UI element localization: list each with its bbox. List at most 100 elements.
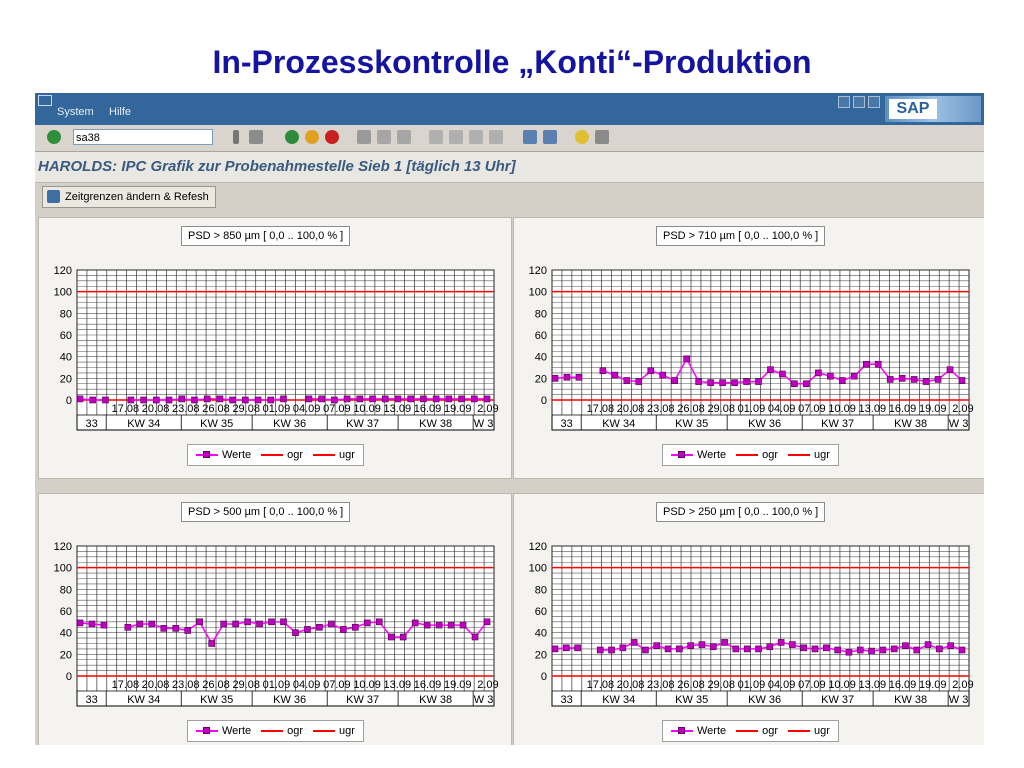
data-point — [850, 372, 858, 380]
data-point — [653, 642, 661, 649]
create-session-icon[interactable] — [523, 130, 537, 144]
last-page-icon[interactable] — [489, 130, 503, 144]
legend-werte-symbol — [671, 727, 693, 735]
x-date-label: 2.09 — [952, 679, 973, 691]
first-page-icon[interactable] — [429, 130, 443, 144]
data-point — [76, 619, 84, 627]
x-date-label: 19.09 — [919, 403, 947, 415]
data-point — [779, 370, 786, 378]
legend-ogr-label: ogr — [287, 449, 304, 461]
data-point — [575, 373, 583, 381]
minimize-icon[interactable] — [838, 96, 850, 108]
data-point — [856, 646, 864, 654]
find-icon[interactable] — [377, 130, 391, 144]
data-point — [874, 360, 882, 368]
x-date-label: 04.09 — [768, 403, 796, 415]
data-point — [208, 640, 215, 647]
data-point — [868, 647, 875, 655]
x-date-label: 19.09 — [444, 403, 472, 415]
data-point — [676, 645, 683, 653]
cancel-icon[interactable] — [325, 130, 339, 144]
save-icon[interactable] — [249, 130, 263, 144]
x-date-label: 13.09 — [384, 679, 412, 691]
legend-ogr-symbol — [736, 730, 759, 733]
refresh-button[interactable]: Zeitgrenzen ändern & Refesh — [42, 186, 216, 208]
enter-check-icon[interactable] — [47, 130, 61, 144]
data-point — [196, 618, 204, 626]
data-point — [102, 396, 109, 404]
shortcut-icon[interactable] — [543, 130, 557, 144]
x-date-label: 29.08 — [707, 403, 735, 415]
data-point — [599, 367, 607, 375]
y-tick-label: 20 — [535, 649, 547, 661]
find-next-icon[interactable] — [397, 130, 411, 144]
x-date-label: 29.08 — [707, 679, 735, 691]
legend-ogr-label: ogr — [762, 449, 779, 461]
print-icon[interactable] — [357, 130, 371, 144]
data-point — [551, 375, 559, 382]
exit-icon[interactable] — [305, 130, 319, 144]
legend-ugr-label: ugr — [339, 725, 355, 737]
maximize-icon[interactable] — [853, 96, 865, 108]
data-point — [483, 618, 491, 626]
menu-hilfe[interactable]: Hilfe — [109, 106, 132, 118]
x-date-label: 01.09 — [263, 679, 291, 691]
data-point — [910, 376, 918, 383]
close-icon[interactable] — [868, 96, 880, 108]
window-system-icon[interactable] — [38, 95, 52, 106]
data-point — [89, 396, 97, 404]
data-point — [683, 355, 690, 363]
data-point — [743, 378, 750, 385]
back-arrow-icon[interactable] — [233, 130, 239, 144]
data-point — [823, 644, 830, 652]
data-point — [316, 623, 323, 631]
x-date-label: 26.08 — [677, 403, 705, 415]
legend-werte-symbol — [196, 727, 218, 735]
data-point — [254, 396, 262, 404]
data-point — [191, 396, 198, 404]
y-tick-label: 80 — [60, 584, 72, 596]
x-week-label: KW 38 — [894, 418, 927, 430]
data-point — [719, 379, 726, 386]
legend-ugr-symbol — [313, 454, 336, 457]
y-tick-label: 60 — [535, 606, 547, 618]
x-week-label: KW 34 — [127, 694, 160, 706]
data-point — [834, 646, 841, 654]
legend-ogr-symbol — [736, 454, 759, 457]
data-point — [671, 377, 679, 384]
y-tick-label: 0 — [541, 395, 547, 407]
x-week-label: KW 36 — [748, 418, 781, 430]
x-week-label: KW 38 — [419, 694, 452, 706]
x-week-label: W 3 — [474, 694, 494, 706]
x-date-label: 2.09 — [477, 679, 498, 691]
sap-logo-mark: SAP — [889, 99, 937, 119]
back-icon[interactable] — [285, 130, 299, 144]
y-tick-label: 80 — [60, 308, 72, 320]
menu-system[interactable]: System — [57, 106, 94, 118]
x-date-label: 17.08 — [587, 403, 615, 415]
next-page-icon[interactable] — [469, 130, 483, 144]
chart-850: 0 20 40 60 80 100 120 17.08 20.08 23.08 26.08 29.08… — [54, 265, 499, 431]
y-tick-label: 120 — [529, 541, 547, 553]
x-date-label: 04.09 — [768, 679, 796, 691]
layout-menu-icon[interactable] — [595, 130, 609, 144]
help-icon[interactable] — [575, 130, 589, 144]
command-field[interactable]: sa38 — [73, 129, 213, 145]
legend-ugr-label: ugr — [339, 449, 355, 461]
x-date-label: 20.08 — [142, 679, 170, 691]
data-point — [375, 618, 383, 626]
x-week-label: KW 38 — [419, 418, 452, 430]
data-point — [596, 646, 604, 654]
data-point — [803, 380, 810, 388]
data-point — [242, 396, 249, 404]
y-tick-label: 100 — [54, 287, 72, 299]
x-date-label: 20.08 — [142, 403, 170, 415]
x-date-label: 07.09 — [323, 679, 351, 691]
y-tick-label: 100 — [529, 563, 547, 575]
data-point — [958, 646, 966, 654]
previous-page-icon[interactable] — [449, 130, 463, 144]
chart-legend-710: Werte ogr ugr — [662, 444, 839, 466]
x-date-label: 07.09 — [798, 403, 826, 415]
x-date-label: 10.09 — [828, 403, 856, 415]
data-point — [922, 378, 930, 385]
